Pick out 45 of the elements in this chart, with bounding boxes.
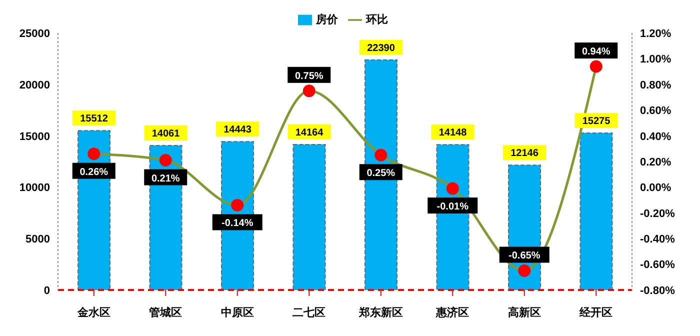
data-label: 14443 [224,124,252,136]
data-label: 0.25% [366,168,396,180]
y-tick-label: 0 [44,284,50,297]
x-tick-label: 经开区 [578,306,613,319]
legend-label: 房价 [316,14,338,26]
y2-tick-label: 1.20% [640,28,672,40]
data-label: 0.26% [80,166,108,178]
data-label: 15275 [582,116,611,128]
data-label: 12146 [510,148,539,160]
y-tick-label: 20000 [19,79,50,92]
data-label: 14061 [152,128,180,140]
x-tick-label: 金水区 [76,306,110,319]
y2-tick-label: -0.40% [640,234,676,246]
data-label: 14148 [438,128,468,139]
x-tick-label: 惠济区 [435,306,470,319]
x-tick-label: 高新区 [508,306,541,319]
data-label: 0.75% [294,70,324,82]
y2-tick-label: 0.60% [640,105,672,118]
legend-label: 环比 [366,14,388,26]
y2-tick-label: -0.20% [640,208,676,220]
x-tick-label: 二七区 [292,306,326,319]
data-label: 0.21% [151,173,180,184]
y-tick-label: 10000 [19,182,50,194]
y2-tick-label: 1.00% [640,54,672,66]
y-tick-label: 15000 [19,130,50,143]
data-label: -0.14% [222,218,254,230]
y2-tick-label: -0.80% [640,284,676,297]
x-tick-label: 中原区 [220,306,254,319]
data-label: 14164 [295,127,324,138]
data-label: 0.94% [582,46,610,58]
y-tick-label: 5000 [26,234,50,246]
data-label: 15512 [80,114,108,125]
data-label: -0.01% [436,202,469,213]
y2-tick-label: 0.80% [640,79,672,92]
data-label: -0.65% [508,250,540,262]
x-tick-label: 郑东新区 [358,306,403,319]
y2-tick-label: 0.40% [640,130,672,143]
y2-tick-label: 0.20% [640,156,672,168]
x-tick-label: 管城区 [148,306,182,319]
y2-tick-label: -0.60% [640,259,676,272]
y2-tick-label: 0.00% [640,182,672,194]
bar [292,144,326,290]
bar [580,132,613,290]
y-tick-label: 25000 [19,28,50,40]
data-label: 22390 [367,42,396,54]
